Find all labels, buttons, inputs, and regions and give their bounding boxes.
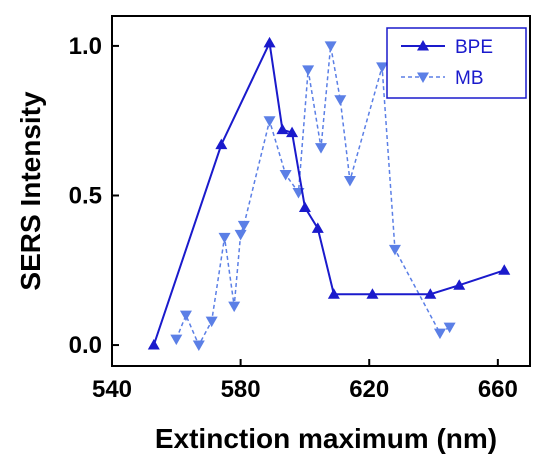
series-mb-line xyxy=(175,45,451,347)
series-mb-point xyxy=(302,65,315,76)
legend-mb-label: MB xyxy=(455,68,484,89)
series-bpe-point xyxy=(327,288,340,299)
series-mb-point xyxy=(388,244,401,256)
x-tick-label: 580 xyxy=(221,376,261,403)
x-axis-label: Extinction maximum (nm) xyxy=(155,423,497,454)
series-bpe-point xyxy=(298,201,311,212)
series-mb-point xyxy=(433,328,446,340)
series-mb-point xyxy=(192,340,205,352)
series-mb-point xyxy=(263,116,276,127)
series-bpe-point xyxy=(215,138,228,150)
series-mb-point xyxy=(179,310,192,322)
series-mb-point xyxy=(237,220,250,232)
series-bpe-point xyxy=(276,123,289,135)
plot-frame xyxy=(111,15,531,367)
series-bpe-point xyxy=(366,288,379,299)
series-bpe-point xyxy=(286,126,299,138)
series-mb-point xyxy=(228,301,241,313)
series-mb-point xyxy=(315,143,327,154)
series-mb-point xyxy=(334,95,347,106)
legend-bpe-label: BPE xyxy=(455,37,493,58)
legend: BPE MB xyxy=(386,27,527,99)
series-mb-point xyxy=(279,170,292,181)
series-mb-point xyxy=(343,176,356,187)
series-bpe-line xyxy=(152,39,505,346)
series-bpe-point xyxy=(453,279,466,290)
plot-area xyxy=(111,15,531,367)
legend-mb-marker xyxy=(417,72,429,83)
y-axis-label: SERS Intensity xyxy=(15,91,46,291)
series-mb-point xyxy=(376,62,389,73)
x-tick-label: 540 xyxy=(92,376,132,403)
series-bpe-point xyxy=(424,288,437,299)
series-mb-point xyxy=(218,232,231,244)
ticks: 540 580 620 660 0.0 0.5 1.0 xyxy=(69,33,518,403)
series-mb-point xyxy=(324,41,337,52)
series-bpe-point xyxy=(498,264,511,275)
series-mb-point xyxy=(205,316,218,328)
series-bpe-point xyxy=(147,339,160,350)
series-mb-point xyxy=(170,334,183,346)
x-tick-label: 660 xyxy=(478,376,518,403)
y-tick-label: 0.0 xyxy=(69,332,102,359)
legend-bpe-marker xyxy=(417,40,429,51)
series-bpe-point xyxy=(263,36,276,48)
y-tick-label: 1.0 xyxy=(69,33,102,60)
series-bpe xyxy=(147,36,511,350)
series-bpe-point xyxy=(311,222,324,233)
x-tick-label: 620 xyxy=(349,376,389,403)
legend-box xyxy=(386,27,527,99)
series-mb-point xyxy=(443,322,456,334)
series-mb-point xyxy=(234,229,247,241)
series-layer xyxy=(147,36,511,352)
y-tick-label: 0.5 xyxy=(69,182,102,209)
